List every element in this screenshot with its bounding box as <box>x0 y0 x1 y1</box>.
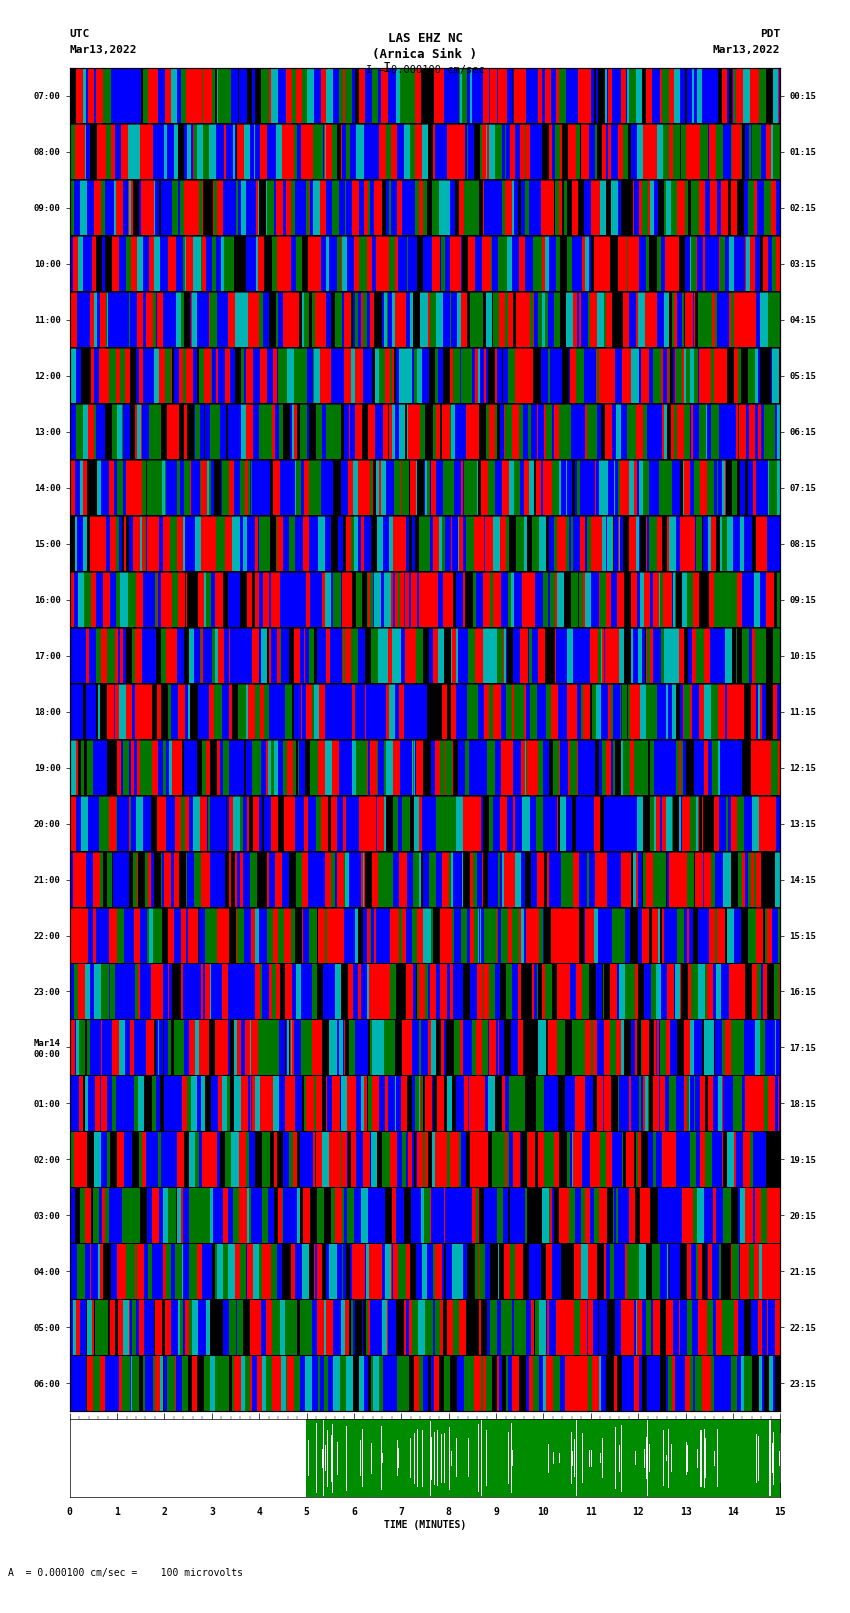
Text: LAS EHZ NC: LAS EHZ NC <box>388 32 462 45</box>
Text: Mar13,2022: Mar13,2022 <box>713 45 780 55</box>
Text: I = 0.000100 cm/sec: I = 0.000100 cm/sec <box>366 65 484 74</box>
Text: I: I <box>382 61 391 76</box>
Text: A  = 0.000100 cm/sec =    100 microvolts: A = 0.000100 cm/sec = 100 microvolts <box>8 1568 243 1578</box>
X-axis label: TIME (MINUTES): TIME (MINUTES) <box>384 1519 466 1531</box>
Text: (Arnica Sink ): (Arnica Sink ) <box>372 48 478 61</box>
Text: UTC: UTC <box>70 29 90 39</box>
Text: PDT: PDT <box>760 29 780 39</box>
Text: Mar13,2022: Mar13,2022 <box>70 45 137 55</box>
